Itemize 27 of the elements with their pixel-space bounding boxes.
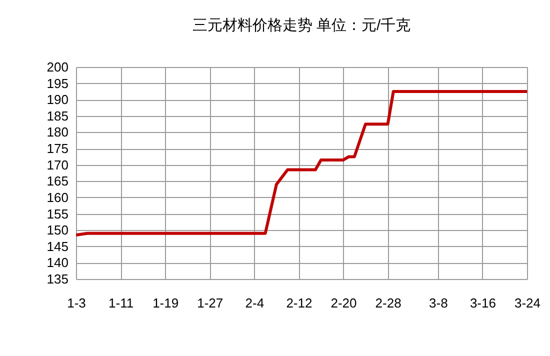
x-tick-label: 2-4: [245, 296, 264, 310]
x-tick-label: 1-3: [67, 296, 86, 310]
y-tick-label: 180: [46, 124, 68, 140]
y-tick-label: 170: [46, 157, 68, 172]
y-tick-label: 190: [46, 92, 68, 108]
x-tick-label: 1-19: [152, 296, 179, 310]
x-tick-label: 2-12: [286, 296, 312, 310]
y-tick-label: 175: [46, 141, 68, 156]
x-tick-label: 1-27: [197, 296, 224, 310]
y-tick-label: 200: [46, 60, 68, 74]
y-tick-label: 145: [46, 238, 68, 254]
line-series: [76, 90, 527, 236]
y-tick-label: 195: [46, 76, 68, 91]
y-tick-label: 135: [46, 272, 68, 286]
y-tick-label: 160: [46, 190, 68, 205]
x-tick-label: 2-28: [375, 296, 402, 310]
y-tick-label: 140: [46, 255, 68, 270]
x-tick-label: 3-24: [514, 296, 541, 310]
x-tick-label: 3-8: [429, 296, 448, 310]
y-tick-label: 185: [46, 108, 68, 124]
y-tick-label: 150: [46, 222, 68, 238]
x-tick-label: 3-16: [470, 296, 496, 310]
y-tick-label: 155: [46, 206, 68, 222]
x-tick-label: 2-20: [330, 296, 357, 310]
chart-title: 三元材料价格走势 单位：元/千克: [192, 17, 411, 34]
y-tick-label: 165: [46, 174, 68, 189]
x-tick-label: 1-11: [108, 296, 134, 310]
